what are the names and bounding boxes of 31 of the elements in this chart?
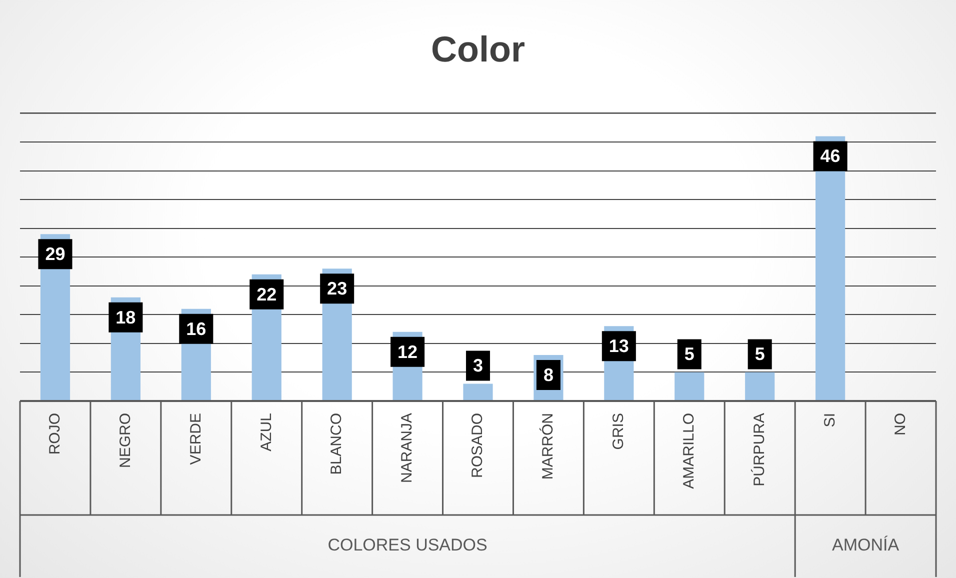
bar: [463, 384, 493, 400]
data-label: 8: [543, 364, 554, 385]
data-label: 13: [608, 336, 629, 356]
x-tick-label: VERDE: [187, 413, 204, 465]
chart-title: Color: [431, 28, 525, 70]
bar: [674, 372, 704, 400]
data-label: 23: [327, 278, 348, 299]
data-label: 5: [684, 344, 694, 364]
x-tick-label: MARRÓN: [538, 413, 557, 480]
data-label: 16: [186, 318, 206, 339]
x-tick-label: NO: [892, 413, 909, 436]
x-tick-label: SI: [821, 413, 838, 428]
text: AMONÍA: [832, 536, 900, 555]
x-tick-label: PÚRPURA: [750, 413, 768, 486]
data-label: 5: [754, 344, 765, 364]
x-tick-label: GRIS: [610, 413, 628, 450]
x-tick-label: NEGRO: [116, 413, 134, 468]
data-label: 46: [820, 146, 840, 166]
x-tick-label: NARANJA: [398, 413, 416, 484]
x-tick-label: AZUL: [258, 413, 275, 452]
x-tick-label: BLANCO: [328, 413, 346, 475]
data-label: 12: [398, 342, 418, 362]
text: COLORES USADOS: [328, 536, 488, 555]
data-label: 22: [256, 284, 277, 304]
x-tick-label: AMARILLO: [680, 413, 698, 489]
data-label: 3: [472, 356, 484, 376]
x-tick-label: ROSADO: [469, 413, 486, 478]
data-label: 29: [45, 244, 66, 264]
data-label: 18: [116, 307, 136, 328]
x-tick-label: ROJO: [46, 413, 64, 455]
bar: [745, 372, 775, 400]
